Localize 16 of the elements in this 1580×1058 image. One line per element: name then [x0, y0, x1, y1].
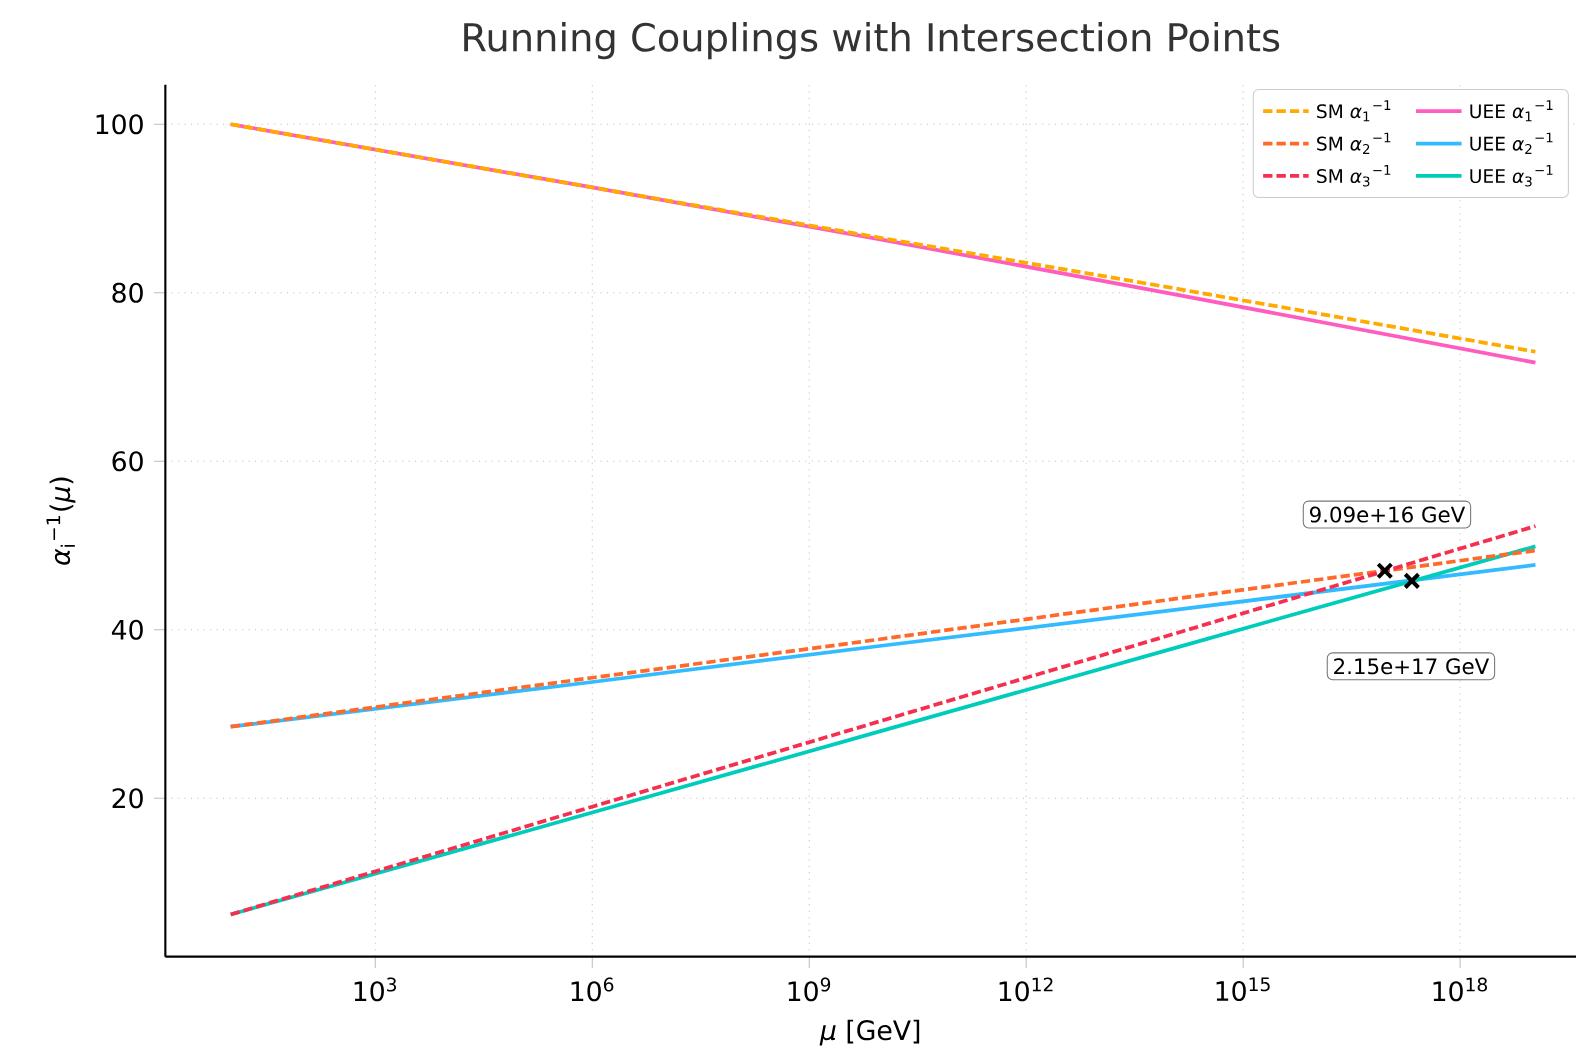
- y-tick-label: 80: [112, 282, 143, 303]
- x-tick-label: 10$^{12}$: [999, 977, 1053, 1002]
- x-tick-label: 10$^{15}$: [1216, 977, 1270, 1002]
- y-tick-label: 60: [112, 451, 143, 472]
- x-tick-label: 10$^{9}$: [788, 977, 831, 1002]
- x-axis-title: μ [GeV]: [819, 1019, 920, 1046]
- chart-title: Running Couplings with Intersection Points: [464, 22, 1280, 60]
- x-tick-label: 10$^{6}$: [571, 977, 614, 1002]
- annotation: 9.09e+16 GeV: [1309, 506, 1466, 523]
- annotation: 2.15e+17 GeV: [1334, 658, 1490, 675]
- y-tick-label: 100: [96, 114, 143, 135]
- x-tick-label: 10$^{18}$: [1433, 977, 1487, 1002]
- y-tick-label: 40: [111, 619, 143, 640]
- x-tick-label: 10$^{3}$: [354, 977, 397, 1002]
- y-tick-label: 20: [112, 788, 143, 809]
- y-axis-title: α$_{i}$$^{−1}$(μ): [46, 477, 76, 565]
